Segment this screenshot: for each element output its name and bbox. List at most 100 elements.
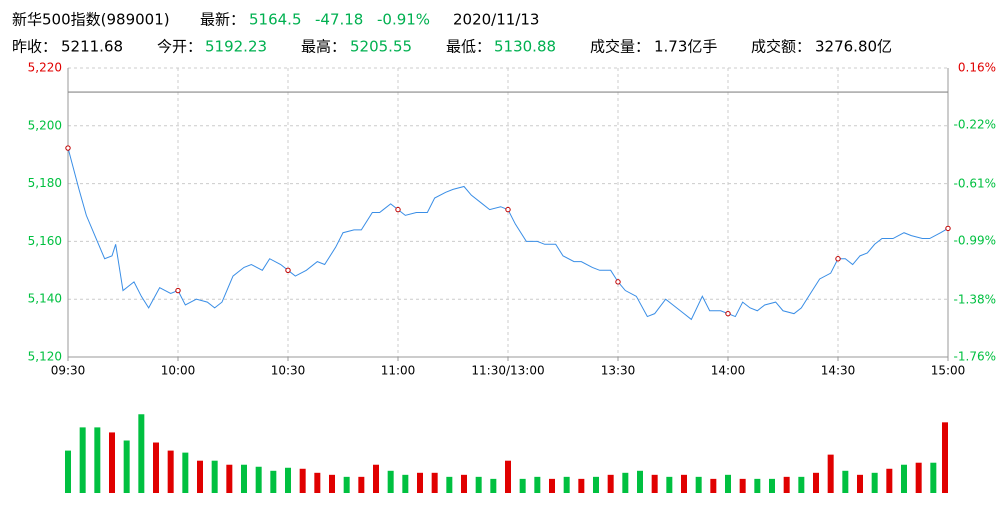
volume-bar — [343, 476, 350, 493]
volume-bar — [725, 474, 731, 493]
y2-tick-label: -0.61% — [954, 176, 996, 190]
volume-bar — [490, 478, 497, 493]
point-marker — [395, 206, 401, 213]
volume-bar — [622, 472, 629, 493]
volume-bar — [431, 472, 438, 493]
volume-bar — [461, 474, 467, 493]
volume-bar — [651, 474, 658, 493]
volume-bar — [197, 460, 203, 493]
change: -47.18 — [315, 11, 363, 29]
index-name: 新华500指数(989001) — [12, 11, 170, 29]
volume-bar — [285, 467, 291, 493]
y2-tick-label: 0.16% — [958, 61, 996, 75]
low-label: 最低： — [446, 38, 491, 56]
x-tick-label: 11:30/13:00 — [471, 364, 544, 378]
volume-bar — [534, 476, 541, 493]
volume-bar — [138, 414, 145, 493]
y2-tick-label: -1.38% — [954, 292, 996, 306]
volume-bar — [915, 462, 922, 493]
y2-tick-label: -1.76% — [954, 350, 996, 364]
volume-bar — [549, 478, 555, 493]
amount: 3276.80亿 — [815, 38, 892, 56]
volume-bar — [666, 476, 673, 493]
price-line — [67, 147, 949, 321]
volume-bar — [211, 460, 218, 493]
volume-bar — [329, 474, 335, 493]
volume-bar — [754, 478, 761, 493]
volume-bar — [827, 454, 834, 493]
x-tick-label: 13:30 — [601, 364, 636, 378]
point-marker — [65, 145, 71, 151]
volume-bar — [182, 452, 189, 493]
y-tick-label: 5,220 — [28, 61, 62, 75]
x-tick-label: 10:30 — [271, 364, 306, 378]
volume-bar — [402, 474, 409, 493]
point-marker — [175, 287, 181, 294]
open: 5192.23 — [205, 38, 267, 56]
volume-bar — [153, 442, 159, 493]
volume-bar — [783, 476, 790, 493]
low: 5130.88 — [494, 38, 556, 56]
volume-bar — [842, 470, 849, 493]
x-tick-label: 14:30 — [821, 364, 856, 378]
volume-bar — [710, 478, 717, 493]
y-tick-label: 5,160 — [28, 234, 62, 248]
x-tick-label: 14:00 — [711, 364, 746, 378]
volume-bar — [109, 432, 115, 493]
volume-bar — [65, 450, 71, 493]
volume-bar — [241, 464, 247, 493]
latest-label: 最新： — [200, 11, 245, 29]
volume-bar — [930, 462, 937, 493]
volume-bar — [681, 474, 687, 493]
y-tick-label: 5,140 — [28, 292, 62, 306]
volume-bar — [387, 470, 394, 493]
point-marker — [505, 206, 511, 213]
y-tick-label: 5,180 — [28, 176, 62, 190]
prev-close-label: 昨收： — [12, 38, 57, 56]
volume-bar — [593, 476, 599, 493]
volume-bar — [563, 476, 570, 493]
volume-bar — [123, 440, 130, 493]
open-label: 今开： — [157, 38, 202, 56]
point-marker — [725, 310, 731, 317]
volume-bar — [167, 450, 174, 493]
volume-bar — [901, 464, 907, 493]
volume-bar — [519, 478, 526, 493]
volume-bar — [695, 476, 702, 493]
point-marker — [615, 279, 621, 285]
volume-bar — [270, 470, 277, 493]
volume-bar — [314, 472, 321, 493]
x-tick-label: 11:00 — [381, 364, 416, 378]
volume-bar — [798, 476, 805, 493]
volume-label: 成交量： — [590, 38, 650, 56]
volume-bar — [769, 478, 775, 493]
prev-close: 5211.68 — [61, 38, 123, 56]
amount-label: 成交额： — [751, 38, 811, 56]
volume-bar — [505, 460, 511, 493]
point-marker — [285, 267, 291, 273]
volume-bar — [475, 476, 482, 493]
volume-bar — [255, 466, 262, 493]
y-tick-label: 5,200 — [28, 118, 62, 132]
high-label: 最高： — [301, 38, 346, 56]
change-pct: -0.91% — [377, 11, 430, 29]
volume-bar — [578, 478, 585, 493]
volume-bar — [886, 468, 893, 493]
volume-bar — [417, 472, 423, 493]
y2-tick-label: -0.22% — [954, 118, 996, 132]
volume-bar — [637, 470, 643, 493]
volume-bar — [857, 474, 863, 493]
volume-bar — [942, 422, 948, 493]
volume-bar — [358, 476, 365, 493]
volume-bar — [299, 468, 306, 493]
volume-bar — [871, 472, 878, 493]
date: 2020/11/13 — [453, 11, 539, 29]
point-marker — [835, 256, 841, 262]
volume-bar — [813, 472, 819, 493]
x-tick-label: 15:00 — [931, 364, 966, 378]
volume-bar — [739, 478, 746, 493]
latest: 5164.5 — [249, 11, 302, 29]
volume-bar — [79, 427, 86, 493]
point-marker — [945, 225, 951, 232]
